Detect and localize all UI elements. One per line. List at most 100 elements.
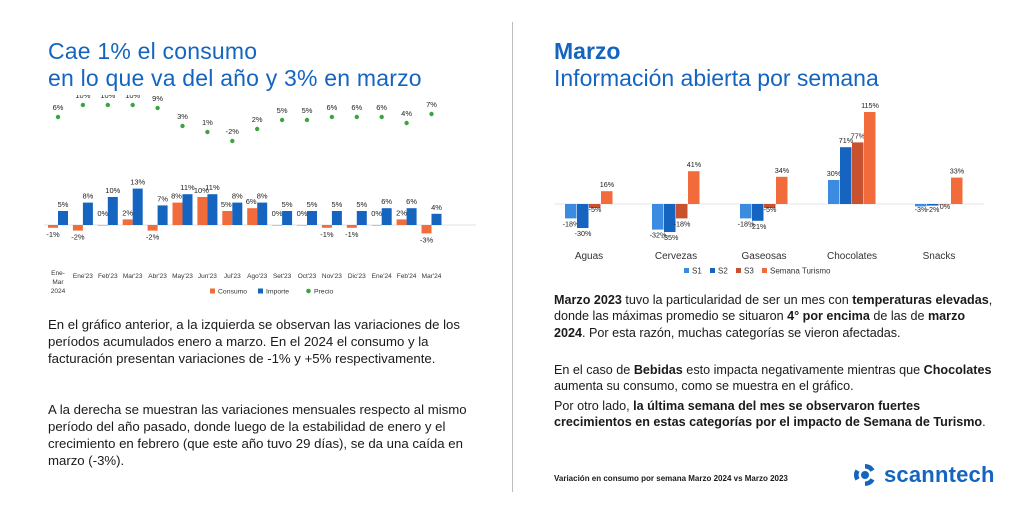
scanntech-logo-text: scanntech — [884, 462, 995, 487]
weekly-bar — [776, 176, 788, 204]
weekly-bar-label: -35% — [662, 233, 679, 242]
importe-label: 10% — [105, 186, 120, 195]
precio-dot — [55, 114, 61, 120]
consumo-bar — [371, 225, 382, 226]
category-label: Jun'23 — [198, 273, 217, 280]
category-label: Ene- — [51, 270, 65, 277]
importe-label: 5% — [307, 200, 318, 209]
right-paragraph-1-segment: temperaturas elevadas — [852, 293, 989, 307]
category-label: Mar — [52, 279, 64, 286]
consumo-label: 0% — [297, 209, 308, 218]
consumo-bar — [396, 219, 407, 225]
category-label: Nov'23 — [322, 273, 342, 280]
weekly-bar — [601, 191, 613, 204]
left-panel: Cae 1% el consumo en lo que va del año y… — [44, 38, 476, 468]
weekly-category-label: Gaseosas — [741, 251, 786, 262]
right-paragraph-2-segment: En el caso de — [554, 363, 634, 377]
importe-label: 6% — [406, 197, 417, 206]
scanntech-logo: scanntech — [852, 462, 995, 488]
weekly-legend-marker — [710, 268, 715, 273]
precio-dot — [429, 111, 434, 117]
category-label: 2024 — [51, 288, 66, 295]
category-label: Dic'23 — [348, 273, 366, 280]
consumo-bar — [72, 225, 83, 231]
right-paragraph-1: Marzo 2023 tuvo la particularidad de ser… — [554, 292, 994, 341]
consumo-label: 0% — [272, 209, 283, 218]
importe-label: 6% — [381, 197, 392, 206]
category-label: Set'23 — [273, 273, 292, 280]
precio-dot — [329, 114, 335, 120]
importe-bar — [356, 211, 367, 225]
importe-label: 4% — [431, 203, 442, 212]
panel-divider — [512, 22, 513, 492]
weekly-bar — [864, 112, 876, 204]
consumo-label: 10% — [194, 186, 209, 195]
consumo-bar — [421, 225, 432, 234]
precio-label: 6% — [351, 103, 362, 112]
importe-bar — [381, 208, 392, 225]
weekly-bar — [688, 171, 700, 204]
precio-dot — [155, 105, 160, 111]
weekly-legend-marker — [762, 268, 767, 273]
weekly-legend-label: S2 — [718, 267, 728, 276]
weekly-bar — [577, 204, 589, 228]
precio-label: 5% — [302, 106, 313, 115]
importe-bar — [157, 205, 168, 225]
consumo-bar — [48, 225, 58, 228]
weekly-legend-marker — [684, 268, 689, 273]
right-paragraph-1-segment: . Por esta razón, muchas categorías se v… — [582, 325, 901, 340]
weekly-bar — [939, 204, 951, 205]
category-label: Oct'23 — [298, 273, 317, 280]
right-paragraph-1-segment: de las de — [869, 309, 928, 324]
right-paragraph-2-segment: esto impacta negativamente mientras que — [682, 363, 924, 377]
precio-dot — [379, 114, 384, 120]
importe-bar — [406, 208, 417, 225]
legend-marker — [258, 288, 263, 294]
precio-dot — [105, 102, 111, 108]
legend-label: Precio — [314, 289, 333, 296]
consumo-label: 0% — [97, 209, 108, 218]
precio-label: 6% — [376, 103, 387, 112]
right-title-bold: Marzo — [554, 38, 621, 64]
right-paragraph-1-segment: Marzo 2023 — [554, 293, 622, 307]
importe-bar — [307, 211, 317, 225]
importe-label: 5% — [282, 200, 293, 209]
consumo-label: -1% — [345, 230, 359, 239]
importe-bar — [282, 211, 293, 225]
weekly-bar — [852, 142, 864, 204]
weekly-bar-label: 33% — [950, 167, 965, 176]
precio-dot — [404, 120, 409, 126]
right-paragraph-2-segment: Bebidas — [633, 363, 683, 377]
precio-dot — [354, 114, 359, 120]
weekly-variation-chart: -18%-30%-5%16%Aguas-32%-35%-18%41%Cervez… — [554, 101, 984, 276]
precio-label: 10% — [75, 95, 90, 100]
importe-label: 11% — [180, 183, 195, 192]
left-paragraph-2: A la derecha se muestran las variaciones… — [48, 402, 467, 468]
precio-label: 3% — [177, 112, 188, 121]
weekly-bar — [676, 204, 688, 219]
precio-label: 10% — [100, 95, 115, 100]
weekly-bar — [951, 177, 963, 204]
right-paragraph-2-segment: aumenta su consumo, como se muestra en e… — [554, 379, 854, 394]
importe-bar — [58, 211, 68, 225]
consumo-label: -2% — [146, 233, 160, 242]
right-paragraph-3-segment: . — [982, 415, 986, 430]
precio-dot — [80, 102, 86, 108]
consumo-bar — [222, 211, 233, 225]
right-title-line2: Información abierta por semana — [554, 65, 879, 91]
consumo-label: -2% — [71, 233, 85, 242]
weekly-bar-label: -32% — [650, 231, 667, 240]
importe-bar — [207, 194, 218, 225]
weekly-legend-marker — [736, 268, 741, 273]
consumo-label: -1% — [320, 230, 334, 239]
weekly-bar-label: 0% — [940, 202, 951, 211]
weekly-bar-label: -18% — [738, 219, 755, 228]
precio-dot — [130, 102, 135, 108]
category-label: Mar'24 — [422, 273, 442, 280]
precio-label: 10% — [125, 95, 140, 100]
legend-marker — [210, 288, 215, 294]
importe-label: 8% — [82, 192, 93, 201]
left-title-line1: Cae 1% el consumo — [48, 38, 258, 64]
consumo-label: 2% — [122, 208, 133, 217]
right-paragraph-1-segment: , donde las máximas promedio se situaron — [554, 293, 993, 324]
